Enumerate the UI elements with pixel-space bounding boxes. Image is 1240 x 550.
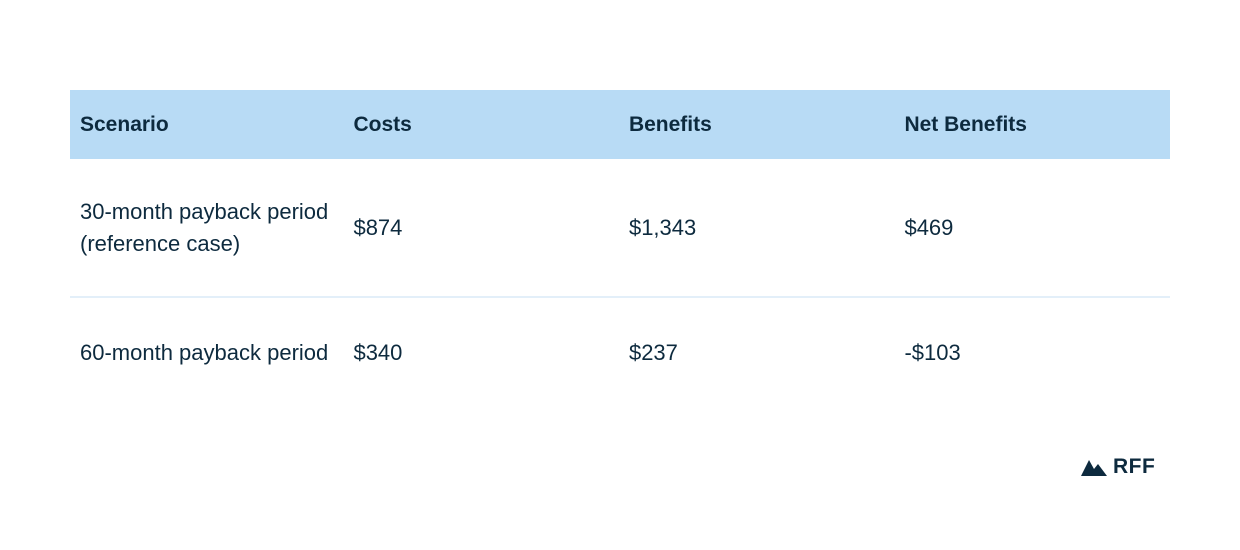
header-costs: Costs <box>343 90 619 159</box>
table-row: 60-month payback period $340 $237 -$103 <box>70 297 1170 408</box>
cell-costs: $340 <box>353 340 403 365</box>
results-table: Scenario Costs Benefits Net Benefits 30-… <box>70 90 1170 408</box>
cell-benefits: $1,343 <box>618 159 895 298</box>
cell-costs: $874 <box>343 159 619 298</box>
logo-text: RFF <box>1113 455 1156 478</box>
rff-logo: RFF <box>1081 455 1155 479</box>
header-row: Scenario Costs Benefits Net Benefits <box>70 90 1170 159</box>
table-row: 30-month payback period (reference case)… <box>70 159 1170 298</box>
header-net-benefits: Net Benefits <box>894 90 1170 159</box>
cell-net-benefits: -$103 <box>904 340 961 365</box>
header-scenario: Scenario <box>70 90 344 159</box>
header-benefits: Benefits <box>618 90 895 159</box>
cell-benefits: $237 <box>628 340 678 365</box>
mountain-icon <box>1081 460 1107 476</box>
cell-net-benefits: $469 <box>894 159 1170 298</box>
cell-scenario: 60-month payback period <box>80 340 329 365</box>
cell-scenario: 30-month payback period (reference case) <box>70 159 344 298</box>
